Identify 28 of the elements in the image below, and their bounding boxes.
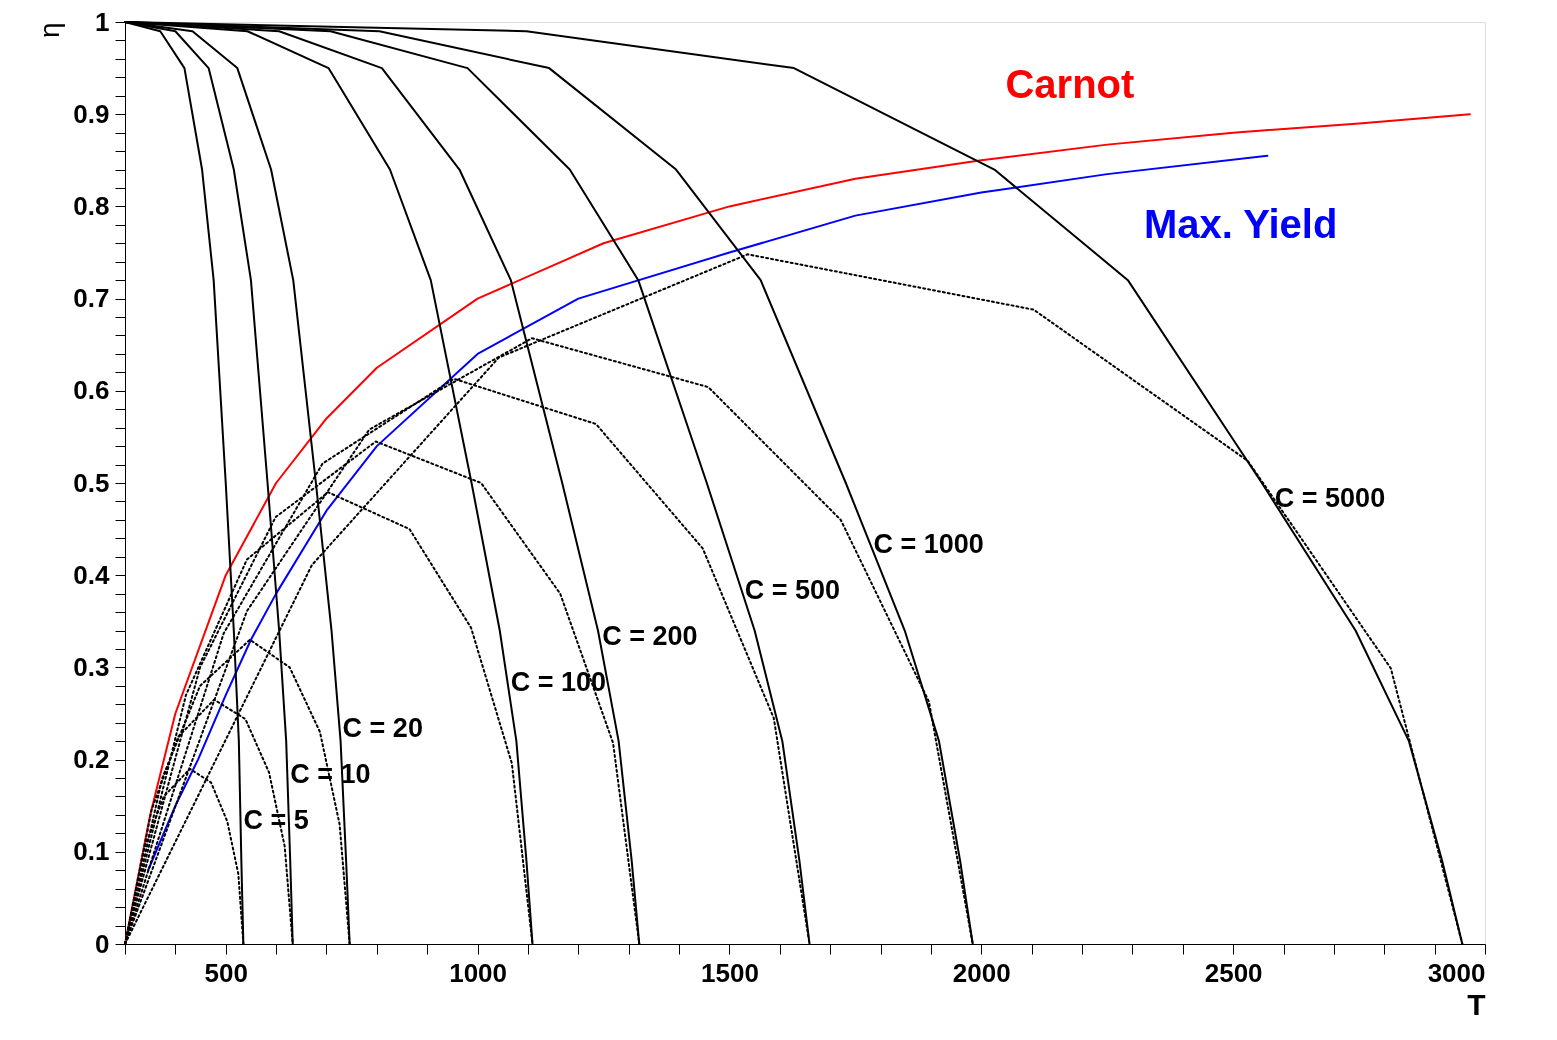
y-tick-label: 0.5 bbox=[73, 467, 110, 498]
series-label: C = 200 bbox=[602, 620, 698, 651]
x-axis-title: T bbox=[1467, 987, 1486, 1021]
y-tick-label: 0.4 bbox=[73, 559, 111, 590]
y-tick-label: 0.3 bbox=[73, 651, 110, 682]
series-label: C = 500 bbox=[744, 574, 841, 605]
series-label: C = 20 bbox=[342, 713, 423, 744]
x-tick-label: 3000 bbox=[1427, 957, 1486, 988]
x-tick-label: 2500 bbox=[1204, 957, 1263, 988]
series-label: C = 100 bbox=[510, 667, 606, 698]
y-tick-label: 0.2 bbox=[73, 744, 110, 775]
y-tick-label: 0 bbox=[95, 928, 110, 959]
series-label: Carnot bbox=[1005, 62, 1135, 107]
y-tick-label: 0.6 bbox=[73, 375, 110, 406]
y-tick-label: 0.1 bbox=[73, 836, 110, 867]
x-tick-label: 1000 bbox=[449, 957, 508, 988]
y-tick-label: 0.7 bbox=[73, 283, 110, 314]
y-tick-label: 1 bbox=[95, 6, 110, 37]
y-tick-label: 0.9 bbox=[73, 98, 110, 129]
series-label: C = 5 bbox=[243, 805, 309, 836]
y-tick-label: 0.8 bbox=[73, 190, 110, 221]
y-axis-title: η bbox=[34, 22, 66, 39]
series-label: Max. Yield bbox=[1143, 201, 1338, 246]
x-tick-label: 500 bbox=[204, 957, 248, 988]
series-label: C = 1000 bbox=[873, 528, 984, 559]
x-tick-label: 2000 bbox=[952, 957, 1011, 988]
x-tick-label: 1500 bbox=[701, 957, 759, 988]
series-label: C = 5000 bbox=[1274, 482, 1386, 513]
